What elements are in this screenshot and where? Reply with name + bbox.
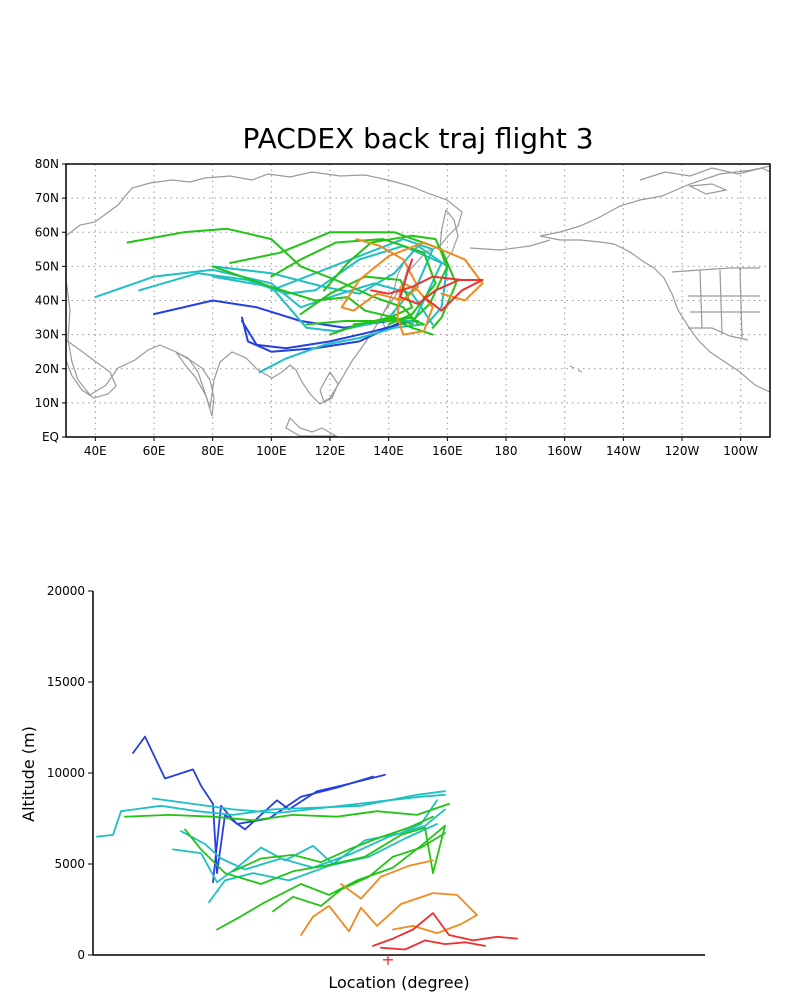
- map-trajectory-orange: [396, 282, 434, 336]
- profile-y-tick-label: 10000: [47, 766, 85, 780]
- profile-trajectory-orange: [300, 892, 478, 936]
- map-trajectory-green: [270, 238, 437, 326]
- profile-y-tick-label: 0: [77, 948, 85, 962]
- map-lon-ticks: 40E 60E 80E 100E 120E 140E 160E 180 160W 140W 120W…: [84, 437, 758, 458]
- us-state-lines: [688, 267, 760, 339]
- coastline-arctic-islands: [639, 167, 771, 195]
- profile-y-axis-label: Altitude (m): [19, 726, 38, 822]
- map-trajectory-cyan: [258, 323, 425, 374]
- profile-y-tick-label: 5000: [54, 857, 85, 871]
- map-trajectory-blue: [241, 316, 405, 353]
- profile-trajectory-green: [124, 803, 450, 822]
- flight-location-marker: +: [381, 950, 394, 969]
- coastline-eurasia: [65, 171, 463, 409]
- profile-panel: 0 5000 10000 15000 20000 Altitude (m) Locati…: [19, 584, 705, 992]
- profile-trajectory-orange: [340, 859, 434, 900]
- map-lat-ticks: EQ 10N 20N 30N 40N 50N 60N 70N 80N: [35, 157, 66, 444]
- map-lon-tick-label: 40E: [84, 444, 107, 458]
- map-coastlines: [65, 165, 771, 437]
- profile-trajectory-green: [216, 824, 446, 931]
- us-canada-border: [671, 267, 760, 273]
- map-trajectories: [94, 227, 484, 374]
- map-lat-tick-label: 50N: [35, 259, 59, 273]
- map-lat-tick-label: 30N: [35, 328, 59, 342]
- map-trajectory-green: [126, 227, 419, 326]
- coastline-north-america: [539, 165, 771, 393]
- figure-title: PACDEX back traj flight 3: [242, 122, 593, 155]
- profile-trajectory-red: [372, 912, 518, 947]
- map-trajectory-green: [305, 316, 425, 326]
- map-lon-tick-label: 140E: [373, 444, 404, 458]
- profile-y-tick-label: 20000: [47, 584, 85, 598]
- map-trajectory-blue: [241, 320, 414, 350]
- map-lat-tick-label: 60N: [35, 225, 59, 239]
- profile-trajectory-red: [380, 939, 486, 951]
- profile-trajectories: [96, 735, 518, 951]
- profile-y-tick-label: 15000: [47, 675, 85, 689]
- profile-trajectory-green: [272, 832, 446, 913]
- map-trajectory-green: [229, 231, 458, 329]
- map-lon-tick-label: 60E: [143, 444, 166, 458]
- coastline-arabia: [65, 338, 117, 399]
- map-trajectory-red: [399, 258, 484, 312]
- map-gridlines: [66, 164, 770, 437]
- map-trajectory-red: [370, 275, 463, 295]
- map-lat-tick-label: 20N: [35, 362, 59, 376]
- map-panel: EQ 10N 20N 30N 40N 50N 60N 70N 80N 40E 60E 80E 100E…: [35, 157, 771, 458]
- coastline-hawaii: [569, 365, 583, 373]
- map-lat-tick-label: 70N: [35, 191, 59, 205]
- map-lon-tick-label: 180: [495, 444, 518, 458]
- profile-trajectory-green: [232, 815, 434, 873]
- map-trajectory-green: [323, 234, 449, 322]
- map-lon-tick-label: 160W: [547, 444, 582, 458]
- map-lon-tick-label: 80E: [201, 444, 224, 458]
- map-lat-tick-label: 80N: [35, 157, 59, 171]
- map-lon-tick-label: 120W: [665, 444, 700, 458]
- map-trajectory-green: [329, 316, 434, 336]
- profile-y-ticks: 0 5000 10000 15000 20000: [47, 584, 93, 962]
- map-lon-tick-label: 140W: [606, 444, 641, 458]
- profile-trajectory-cyan: [208, 823, 438, 904]
- map-lat-tick-label: 40N: [35, 294, 59, 308]
- map-lon-tick-label: 100E: [256, 444, 287, 458]
- map-lat-tick-label: 10N: [35, 396, 59, 410]
- map-lat-tick-label: EQ: [42, 430, 59, 444]
- map-lon-tick-label: 120E: [315, 444, 346, 458]
- profile-trajectory-cyan: [180, 808, 446, 871]
- map-lon-tick-label: 100W: [723, 444, 758, 458]
- coastline-aleutians: [469, 239, 551, 251]
- profile-x-axis-label: Location (degree): [328, 973, 469, 992]
- us-mexico-border: [688, 327, 749, 341]
- coastline-kamchatka: [439, 208, 459, 264]
- map-lon-tick-label: 160E: [432, 444, 463, 458]
- coastline-maritime-asia: [285, 370, 339, 437]
- coastline-india: [175, 351, 215, 417]
- profile-trajectory-cyan: [152, 793, 446, 814]
